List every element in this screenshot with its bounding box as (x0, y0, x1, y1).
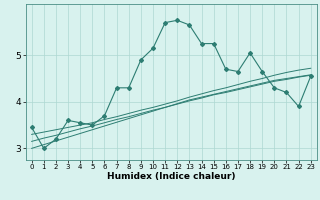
X-axis label: Humidex (Indice chaleur): Humidex (Indice chaleur) (107, 172, 236, 181)
